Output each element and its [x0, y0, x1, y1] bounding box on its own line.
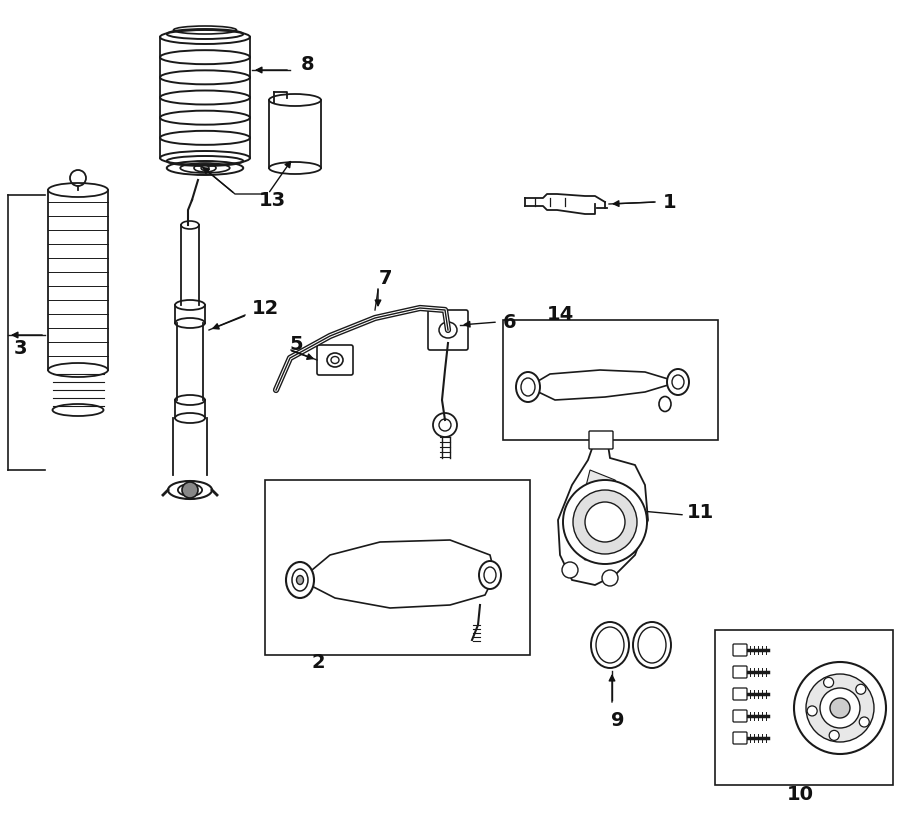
Text: 9: 9: [611, 711, 625, 730]
Circle shape: [585, 502, 625, 542]
Polygon shape: [300, 540, 495, 608]
Bar: [265, 480, 530, 655]
Text: 2: 2: [311, 654, 325, 672]
Text: 10: 10: [787, 785, 814, 804]
Ellipse shape: [296, 576, 303, 585]
Circle shape: [806, 674, 874, 742]
Ellipse shape: [52, 404, 104, 416]
Ellipse shape: [591, 622, 629, 668]
Text: 8: 8: [302, 56, 315, 74]
FancyBboxPatch shape: [733, 644, 747, 656]
Polygon shape: [558, 440, 648, 585]
Circle shape: [182, 482, 198, 498]
FancyBboxPatch shape: [589, 431, 613, 449]
Ellipse shape: [479, 561, 501, 589]
Text: 13: 13: [258, 191, 285, 209]
Ellipse shape: [201, 165, 209, 170]
Circle shape: [824, 677, 833, 687]
Circle shape: [860, 717, 869, 727]
Polygon shape: [528, 370, 678, 400]
Circle shape: [573, 490, 637, 554]
Bar: [715, 630, 893, 785]
Ellipse shape: [175, 395, 205, 405]
Text: 5: 5: [289, 335, 302, 354]
Text: 3: 3: [14, 339, 27, 357]
Text: 6: 6: [503, 312, 517, 331]
Ellipse shape: [269, 162, 321, 174]
Circle shape: [807, 706, 817, 716]
FancyBboxPatch shape: [733, 710, 747, 722]
FancyBboxPatch shape: [733, 732, 747, 744]
Text: 7: 7: [378, 268, 392, 287]
Ellipse shape: [175, 413, 205, 423]
Ellipse shape: [516, 372, 540, 402]
FancyBboxPatch shape: [428, 310, 468, 350]
Ellipse shape: [178, 484, 202, 496]
Circle shape: [794, 662, 886, 754]
Ellipse shape: [168, 481, 212, 499]
Text: 14: 14: [546, 305, 573, 325]
Text: 11: 11: [687, 502, 714, 522]
Circle shape: [856, 685, 866, 694]
Circle shape: [830, 698, 850, 718]
FancyBboxPatch shape: [317, 345, 353, 375]
Ellipse shape: [633, 622, 671, 668]
Text: 1: 1: [663, 192, 677, 212]
Polygon shape: [572, 470, 628, 560]
Ellipse shape: [667, 369, 689, 395]
Ellipse shape: [286, 562, 314, 598]
Circle shape: [563, 480, 647, 564]
Ellipse shape: [659, 397, 671, 411]
Circle shape: [433, 413, 457, 437]
Circle shape: [820, 688, 860, 728]
Circle shape: [562, 562, 578, 578]
Circle shape: [829, 730, 839, 740]
FancyBboxPatch shape: [733, 666, 747, 678]
FancyBboxPatch shape: [733, 688, 747, 700]
Text: 12: 12: [251, 299, 279, 317]
Bar: [503, 320, 718, 440]
Ellipse shape: [175, 318, 205, 328]
Circle shape: [602, 570, 618, 586]
Ellipse shape: [175, 300, 205, 310]
